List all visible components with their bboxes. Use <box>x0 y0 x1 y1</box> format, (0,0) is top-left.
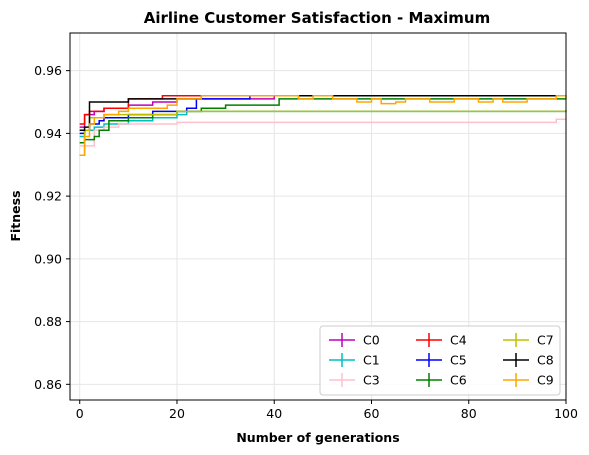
y-tick-label: 0.90 <box>34 251 62 266</box>
x-tick-label: 60 <box>364 406 380 421</box>
x-tick-label: 80 <box>461 406 477 421</box>
x-axis-label: Number of generations <box>236 430 399 445</box>
x-tick-label: 100 <box>554 406 578 421</box>
legend-label: C0 <box>363 333 380 348</box>
x-tick-label: 40 <box>266 406 282 421</box>
series-lines <box>79 94 567 157</box>
legend-label: C5 <box>450 353 467 368</box>
legend-entry-c5: C5 <box>416 353 467 368</box>
legend-entry-c7: C7 <box>503 333 554 348</box>
legend-label: C6 <box>450 373 467 388</box>
legend: C0 C1 C3 C4 C5 C6 C7 C8 C9 <box>319 325 561 396</box>
legend-label: C4 <box>450 333 467 348</box>
x-tick-label: 0 <box>76 406 84 421</box>
series-line-c9 <box>79 94 567 157</box>
y-tick-label: 0.92 <box>34 189 62 204</box>
legend-entry-c1: C1 <box>329 353 380 368</box>
legend-label: C3 <box>363 373 380 388</box>
legend-entry-c4: C4 <box>416 333 467 348</box>
chart-title: Airline Customer Satisfaction - Maximum <box>144 9 491 27</box>
series-line-c3 <box>79 118 566 147</box>
legend-entry-c6: C6 <box>416 373 467 388</box>
legend-label: C7 <box>537 333 554 348</box>
y-tick-label: 0.94 <box>34 126 62 141</box>
legend-entry-c8: C8 <box>503 353 554 368</box>
axis-ticks: 0 20 40 60 80 100 0.86 0.88 0.90 0.92 0.94 0.96 <box>34 63 578 421</box>
legend-label: C9 <box>537 373 554 388</box>
legend-entry-c9: C9 <box>503 373 554 388</box>
y-tick-label: 0.88 <box>34 314 62 329</box>
legend-entry-c0: C0 <box>329 333 380 348</box>
y-tick-label: 0.86 <box>34 377 62 392</box>
series-line-c6 <box>79 98 566 144</box>
grid <box>70 33 567 400</box>
legend-label: C8 <box>537 353 554 368</box>
y-tick-label: 0.96 <box>34 63 62 78</box>
legend-entry-c3: C3 <box>329 373 380 388</box>
legend-label: C1 <box>363 353 380 368</box>
plot-frame <box>69 32 567 401</box>
y-axis-label: Fitness <box>8 190 23 241</box>
x-tick-label: 20 <box>169 406 185 421</box>
